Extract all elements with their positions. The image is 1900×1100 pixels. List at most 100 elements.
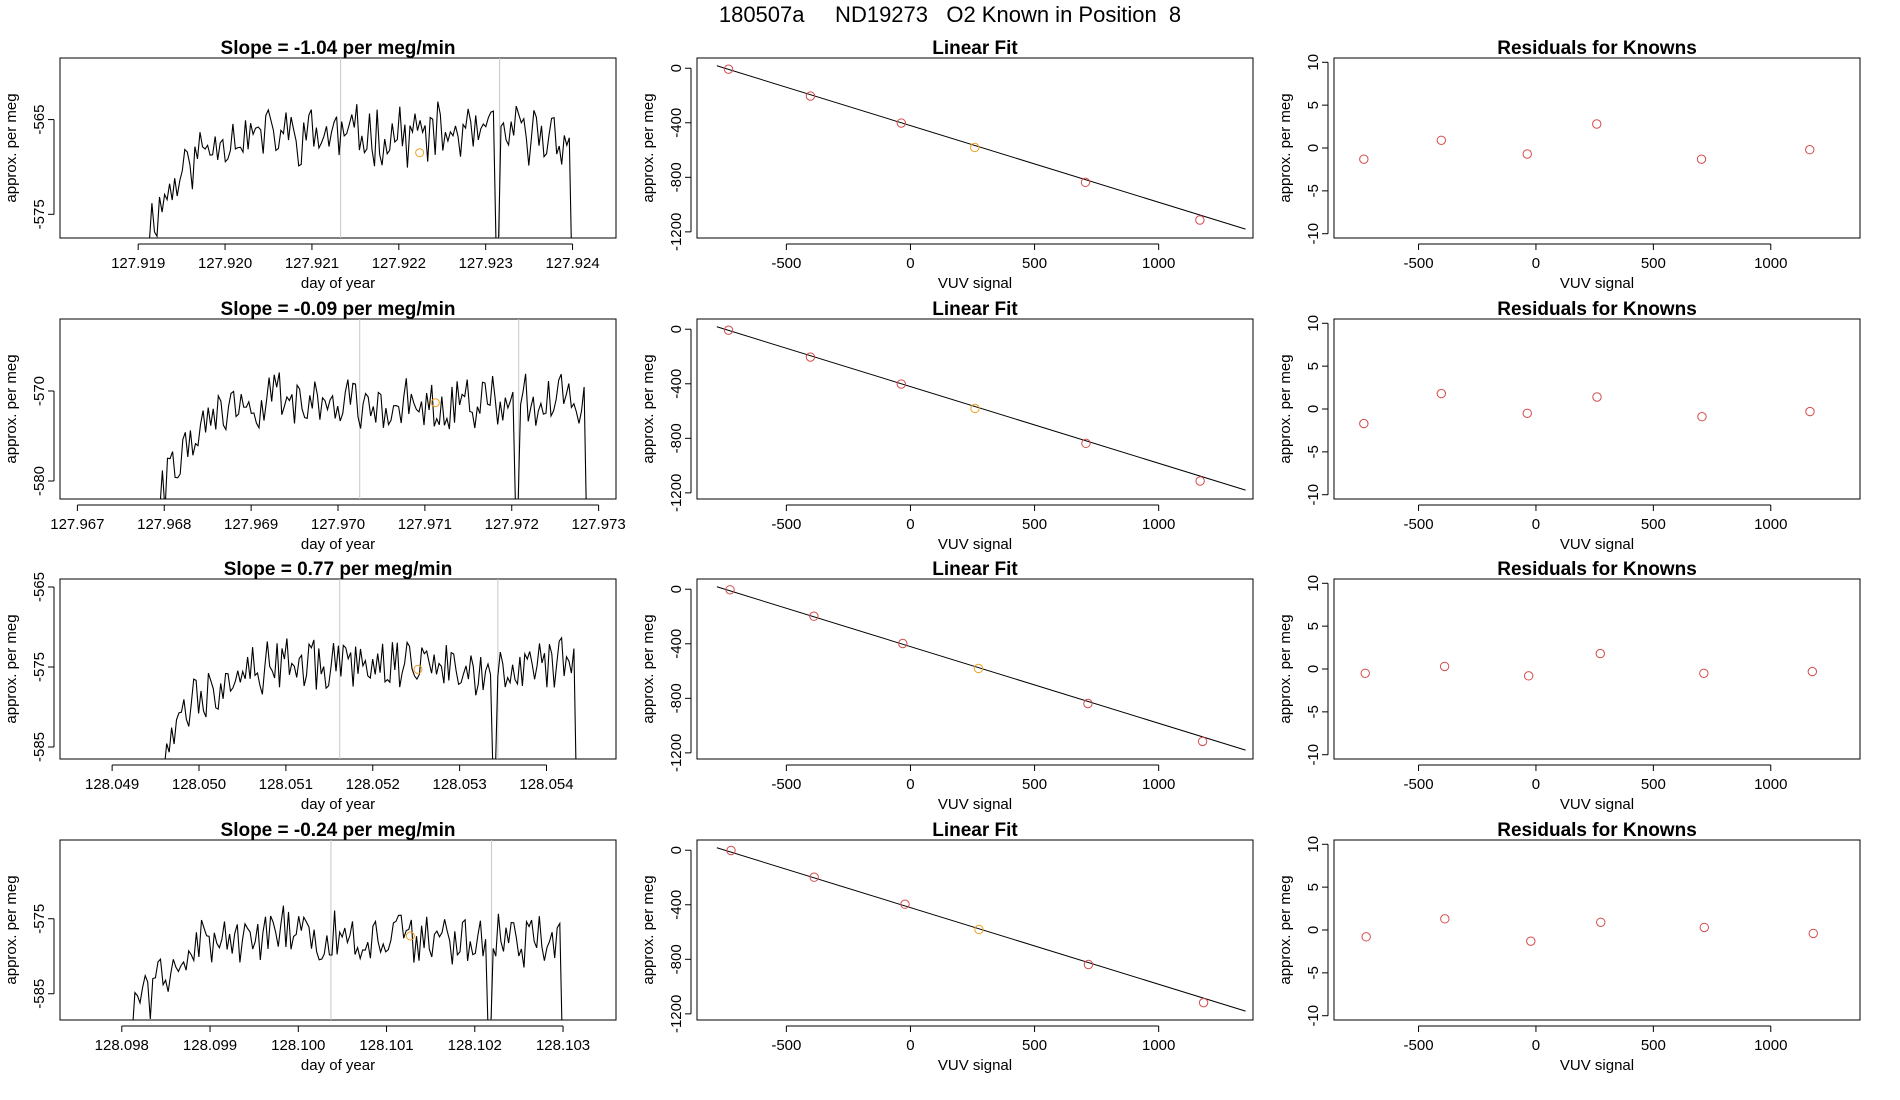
- x-tick-label: 0: [1532, 776, 1540, 793]
- data-point: [970, 142, 980, 153]
- x-tick-label: 127.924: [545, 255, 599, 272]
- y-axis-label: approx. per meg: [640, 614, 657, 723]
- data-point: [1592, 392, 1602, 402]
- data-point: [1359, 154, 1369, 164]
- x-axis-label: day of year: [301, 796, 375, 813]
- y-tick-label: -5: [1305, 445, 1322, 458]
- x-tick-label: 127.968: [137, 516, 191, 533]
- x-axis-label: VUV signal: [1560, 796, 1634, 813]
- plot-frame: [696, 578, 1254, 760]
- x-tick-label: 500: [1022, 1037, 1047, 1054]
- data-point: [973, 663, 984, 674]
- plot-area: [716, 585, 1246, 751]
- y-tick-label: 0: [668, 846, 685, 854]
- plot-area: [149, 58, 572, 238]
- data-point: [809, 611, 819, 621]
- x-tick-label: 127.970: [311, 516, 365, 533]
- y-tick-label: 5: [1305, 883, 1322, 891]
- x-tick-label: -500: [771, 776, 801, 793]
- x-tick-label: 1000: [1754, 255, 1787, 272]
- y-tick-label: 5: [1305, 362, 1322, 370]
- fit-line: [716, 586, 1246, 751]
- data-point: [1197, 736, 1208, 747]
- plot-frame: [59, 57, 617, 239]
- x-tick-label: 0: [1532, 1037, 1540, 1054]
- x-tick-label: 127.971: [398, 516, 452, 533]
- page-title: 180507a ND19273 O2 Known in Position 8: [718, 2, 1182, 27]
- x-tick-label: -500: [1404, 776, 1434, 793]
- highlight-point: [405, 931, 415, 941]
- y-tick-label: 10: [1305, 836, 1322, 853]
- data-point: [900, 899, 910, 909]
- chart-title: Linear Fit: [932, 820, 1018, 841]
- y-tick-label: 5: [1305, 622, 1322, 630]
- plot-frame: [696, 57, 1254, 239]
- plot-frame: [696, 839, 1254, 1021]
- y-tick-label: -1200: [668, 734, 685, 772]
- plot-frame: [59, 839, 617, 1021]
- y-tick-label: -400: [668, 629, 685, 659]
- plot-area: [716, 64, 1246, 230]
- y-tick-label: -10: [1305, 744, 1322, 766]
- data-point: [1081, 438, 1091, 449]
- chart-panel-10: Slope = -0.24 per meg/min 128.098 128.099 1…: [3, 820, 617, 1074]
- y-tick-label: -585: [31, 979, 48, 1009]
- data-point: [1805, 145, 1815, 155]
- plot-area: [1359, 388, 1815, 429]
- plot-area: [716, 845, 1246, 1012]
- x-tick-label: 127.921: [285, 255, 339, 272]
- chart-title: Slope = -0.24 per meg/min: [221, 820, 456, 841]
- x-tick-label: 0: [906, 776, 914, 793]
- y-axis-label: approx. per meg: [640, 354, 657, 463]
- x-tick-label: -500: [1404, 1037, 1434, 1054]
- data-point: [726, 845, 736, 856]
- y-axis-label: approx. per meg: [1277, 354, 1294, 463]
- x-tick-label: -500: [771, 516, 801, 533]
- y-tick-label: 10: [1305, 575, 1322, 592]
- data-point: [898, 638, 908, 649]
- data-point: [1080, 177, 1091, 188]
- x-tick-label: 127.920: [198, 255, 252, 272]
- data-point: [1436, 135, 1447, 145]
- data-point: [1436, 388, 1447, 399]
- y-tick-label: 0: [1305, 926, 1322, 934]
- y-tick-label: -575: [31, 904, 48, 934]
- data-point: [1198, 997, 1209, 1008]
- data-trace: [149, 101, 572, 238]
- x-tick-label: 128.098: [95, 1037, 149, 1054]
- chart-title: Slope = 0.77 per meg/min: [224, 559, 453, 580]
- x-tick-label: 0: [1532, 255, 1540, 272]
- data-point: [1195, 476, 1205, 486]
- y-tick-label: 0: [668, 585, 685, 593]
- y-axis-label: approx. per meg: [3, 614, 20, 723]
- x-tick-label: 1000: [1142, 776, 1175, 793]
- data-point: [723, 325, 734, 335]
- y-tick-label: -10: [1305, 1005, 1322, 1027]
- x-tick-label: 127.969: [224, 516, 278, 533]
- plot-frame: [1333, 57, 1861, 239]
- x-tick-label: 128.050: [172, 776, 226, 793]
- plot-frame: [1333, 578, 1861, 760]
- x-tick-label: 0: [1532, 516, 1540, 533]
- y-tick-label: -575: [31, 652, 48, 682]
- data-point: [805, 352, 816, 362]
- fit-line: [716, 65, 1246, 230]
- x-tick-label: 128.049: [85, 776, 139, 793]
- data-point: [1361, 932, 1371, 942]
- x-tick-label: 128.053: [433, 776, 487, 793]
- y-tick-label: -5: [1305, 705, 1322, 718]
- x-tick-label: 0: [906, 255, 914, 272]
- plot-frame: [1333, 318, 1861, 500]
- x-tick-label: 1000: [1754, 1037, 1787, 1054]
- x-tick-label: -500: [1404, 255, 1434, 272]
- x-tick-label: 127.919: [111, 255, 165, 272]
- data-point: [1195, 215, 1205, 225]
- x-tick-label: 1000: [1754, 776, 1787, 793]
- data-point: [1522, 408, 1532, 418]
- y-axis-label: approx. per meg: [3, 93, 20, 202]
- x-tick-label: 500: [1022, 516, 1047, 533]
- chart-title: Linear Fit: [932, 559, 1018, 580]
- chart-panel-12: Residuals for Knowns -500 0 500 1000 VUV sign…: [1277, 820, 1861, 1074]
- x-tick-label: -500: [771, 255, 801, 272]
- y-tick-label: 0: [1305, 665, 1322, 673]
